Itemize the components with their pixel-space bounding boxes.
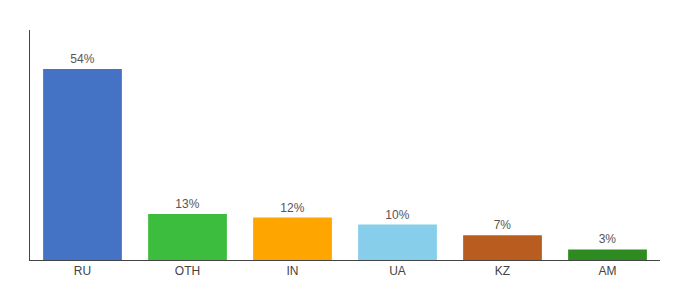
svg-text:UA: UA <box>389 264 406 278</box>
svg-text:IN: IN <box>287 264 299 278</box>
svg-text:54%: 54% <box>70 52 94 66</box>
svg-text:OTH: OTH <box>175 264 200 278</box>
svg-text:13%: 13% <box>175 197 199 211</box>
svg-text:7%: 7% <box>494 218 512 232</box>
svg-text:12%: 12% <box>280 201 304 215</box>
svg-text:3%: 3% <box>599 232 617 246</box>
svg-text:AM: AM <box>599 264 617 278</box>
svg-text:10%: 10% <box>385 208 409 222</box>
svg-text:RU: RU <box>74 264 91 278</box>
svg-text:KZ: KZ <box>495 264 510 278</box>
